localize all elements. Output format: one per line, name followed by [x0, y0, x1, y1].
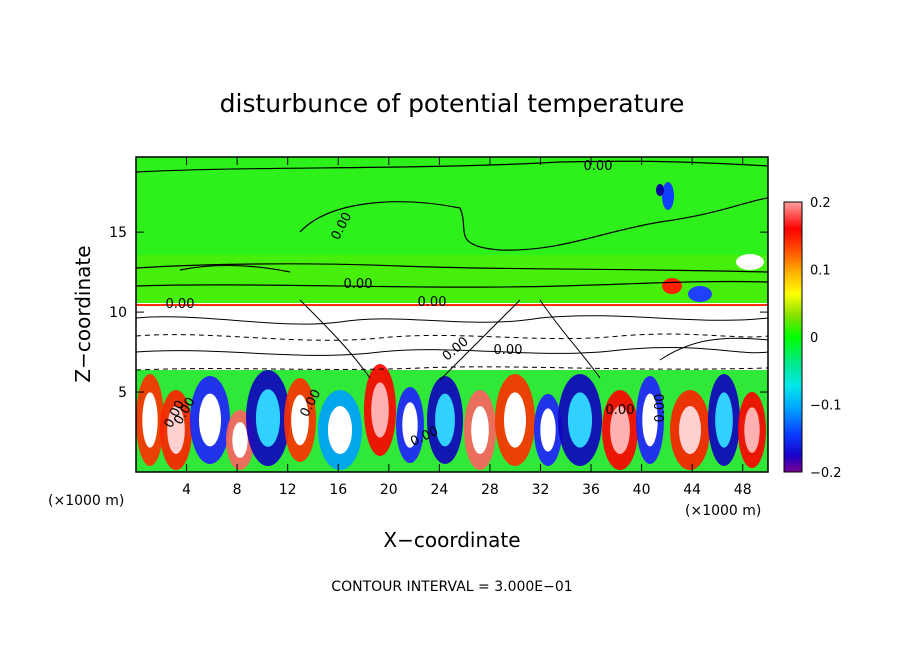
colorbar-tick-3: −0.1 [810, 399, 842, 414]
x-tick-label-1: 8 [233, 482, 242, 498]
cell-inner-1 [167, 406, 185, 454]
y-tick-label-1: 10 [109, 305, 127, 321]
cell-inner-9 [435, 393, 455, 447]
cell-inner-15 [642, 393, 658, 447]
x-tick-label-3: 16 [329, 482, 347, 498]
plot-frame [135, 156, 769, 473]
x-tick-label-2: 12 [279, 482, 297, 498]
x-tick-label-11: 48 [734, 482, 752, 498]
upper-patch-3 [736, 254, 764, 270]
contour-label-4: 0.00 [418, 295, 447, 310]
x-tick-label-8: 36 [582, 482, 600, 498]
convective-cells [136, 182, 766, 470]
colorbar-tick-0: 0.2 [810, 196, 831, 211]
y-axis-label: Z−coordinate [71, 245, 95, 382]
x-tick-labels: 4 8 12 16 20 24 28 32 36 40 44 48 [182, 482, 752, 498]
cell-inner-10 [471, 406, 489, 454]
cell-inner-5 [291, 394, 309, 446]
frame-ticks [136, 157, 768, 472]
contour-interval-note: CONTOUR INTERVAL = 3.000E−01 [331, 579, 572, 595]
cell-inner-17 [715, 392, 733, 448]
y-tick-labels: 5 10 15 [109, 225, 127, 401]
upper-patch-0 [662, 182, 674, 210]
contour-label-3: 0.00 [166, 297, 195, 312]
x-tick-label-7: 32 [532, 482, 550, 498]
colorbar-tick-2: 0 [810, 331, 818, 346]
y-tick-label-2: 15 [109, 225, 127, 241]
y-unit-label: (×1000 m) [48, 493, 124, 509]
cell-inner-6 [327, 406, 353, 454]
colorbar-tick-4: −0.2 [810, 466, 842, 481]
x-unit-label: (×1000 m) [685, 503, 761, 519]
x-tick-label-9: 40 [633, 482, 651, 498]
cell-inner-14 [610, 406, 630, 454]
cell-inner-13 [567, 392, 593, 448]
upper-patch-2 [688, 286, 712, 302]
contour-label-10: 0.00 [606, 403, 635, 418]
cell-inner-3 [232, 422, 248, 458]
x-tick-label-6: 28 [481, 482, 499, 498]
cell-inner-8 [402, 402, 418, 448]
colorbar [783, 201, 803, 473]
field-layer [136, 157, 768, 472]
colorbar-tick-1: 0.1 [810, 264, 831, 279]
x-tick-label-4: 20 [380, 482, 398, 498]
x-tick-label-0: 4 [182, 482, 191, 498]
upper-contours [136, 160, 768, 288]
upper-patch-4 [656, 184, 664, 196]
cell-inner-16 [679, 406, 701, 454]
contour-label-11: 0.00 [653, 394, 668, 423]
cell-inner-2 [199, 393, 221, 447]
cell-inner-7 [371, 382, 389, 438]
upper-band-fill [136, 255, 768, 303]
contour-label-5: 0.00 [494, 343, 523, 358]
x-tick-label-10: 44 [683, 482, 701, 498]
lower-contours [136, 299, 768, 381]
cell-inner-12 [540, 408, 556, 452]
contour-label-2: 0.00 [344, 277, 373, 292]
chart-title: disturbunce of potential temperature [220, 89, 685, 118]
colorbar-tick-labels: 0.2 0.1 0 −0.1 −0.2 [810, 196, 842, 481]
cell-inner-4 [255, 389, 281, 447]
cell-inner-0 [142, 392, 158, 448]
y-tick-label-0: 5 [118, 385, 127, 401]
contour-label-0: 0.00 [584, 159, 613, 174]
x-axis-label: X−coordinate [383, 528, 520, 552]
x-tick-label-5: 24 [430, 482, 448, 498]
cell-inner-18 [744, 407, 760, 453]
upper-patch-1 [662, 278, 682, 294]
cell-inner-11 [504, 392, 526, 448]
